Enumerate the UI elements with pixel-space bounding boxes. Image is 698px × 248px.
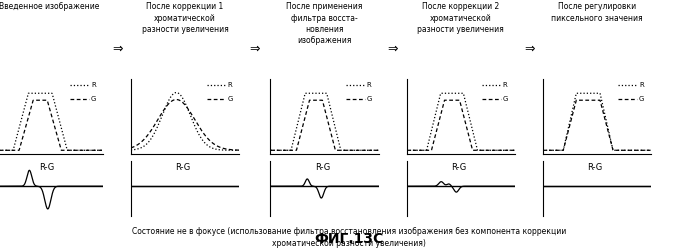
Text: ⇒: ⇒ [249, 43, 260, 56]
Text: R: R [366, 82, 371, 88]
Text: G: G [639, 96, 644, 102]
Text: R-G: R-G [315, 163, 330, 172]
Text: После регулировки
пиксельного значения: После регулировки пиксельного значения [551, 2, 643, 23]
Text: ⇒: ⇒ [387, 43, 398, 56]
Text: G: G [91, 96, 96, 102]
Text: R: R [227, 82, 232, 88]
Text: G: G [366, 96, 372, 102]
Text: R: R [639, 82, 644, 88]
Text: R: R [91, 82, 96, 88]
Text: После коррекции 2
хроматической
разности увеличения: После коррекции 2 хроматической разности… [417, 2, 504, 34]
Text: R-G: R-G [39, 163, 54, 172]
Text: G: G [227, 96, 232, 102]
Text: После коррекции 1
хроматической
разности увеличения: После коррекции 1 хроматической разности… [142, 2, 228, 34]
Text: Введенное изображение: Введенное изображение [0, 2, 99, 11]
Text: Состояние не в фокусе (использование фильтра восстановления изображения без комп: Состояние не в фокусе (использование фил… [132, 227, 566, 236]
Text: ФИГ.13С: ФИГ.13С [314, 232, 384, 246]
Text: После применения
фильтра восста-
новления
изображения: После применения фильтра восста- новлени… [286, 2, 363, 45]
Text: хроматической разности увеличения): хроматической разности увеличения) [272, 239, 426, 248]
Text: R-G: R-G [587, 163, 602, 172]
Text: ⇒: ⇒ [524, 43, 535, 56]
Text: G: G [503, 96, 508, 102]
Text: R-G: R-G [451, 163, 466, 172]
Text: R: R [503, 82, 507, 88]
Text: R-G: R-G [175, 163, 191, 172]
Text: ⇒: ⇒ [112, 43, 123, 56]
